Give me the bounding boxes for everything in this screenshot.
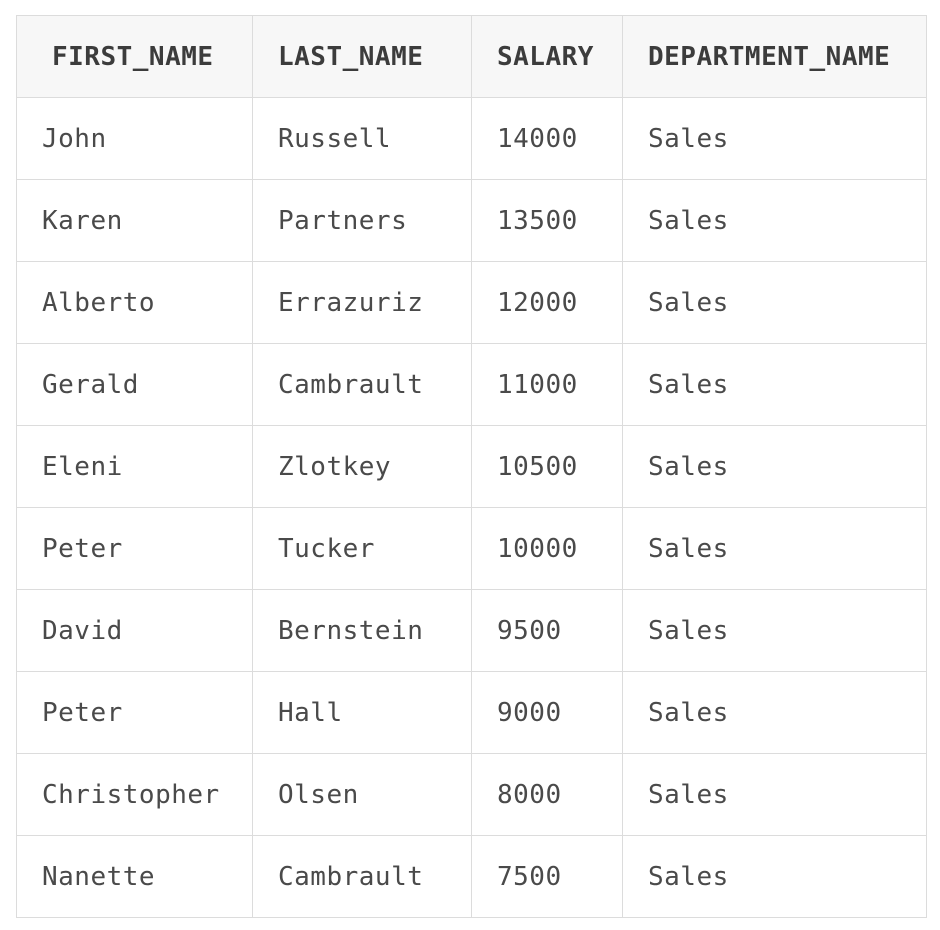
table-header: FIRST_NAME LAST_NAME SALARY DEPARTMENT_N… bbox=[16, 15, 927, 98]
cell-salary: 7500 bbox=[471, 835, 623, 918]
table-row: John Russell 14000 Sales bbox=[16, 97, 927, 180]
table-row: Karen Partners 13500 Sales bbox=[16, 179, 927, 262]
cell-first-name: Eleni bbox=[16, 425, 253, 508]
cell-last-name: Cambrault bbox=[252, 343, 472, 426]
table-row: Peter Tucker 10000 Sales bbox=[16, 507, 927, 590]
cell-first-name: Gerald bbox=[16, 343, 253, 426]
header-row: FIRST_NAME LAST_NAME SALARY DEPARTMENT_N… bbox=[16, 15, 927, 98]
cell-last-name: Cambrault bbox=[252, 835, 472, 918]
cell-department-name: Sales bbox=[622, 343, 927, 426]
cell-first-name: Peter bbox=[16, 671, 253, 754]
cell-salary: 9500 bbox=[471, 589, 623, 672]
cell-department-name: Sales bbox=[622, 425, 927, 508]
cell-department-name: Sales bbox=[622, 261, 927, 344]
cell-last-name: Partners bbox=[252, 179, 472, 262]
cell-salary: 11000 bbox=[471, 343, 623, 426]
cell-last-name: Hall bbox=[252, 671, 472, 754]
table-row: Alberto Errazuriz 12000 Sales bbox=[16, 261, 927, 344]
cell-department-name: Sales bbox=[622, 179, 927, 262]
cell-department-name: Sales bbox=[622, 589, 927, 672]
cell-last-name: Zlotkey bbox=[252, 425, 472, 508]
table-row: Christopher Olsen 8000 Sales bbox=[16, 753, 927, 836]
column-header-last-name: LAST_NAME bbox=[252, 15, 472, 98]
cell-salary: 10000 bbox=[471, 507, 623, 590]
cell-first-name: Nanette bbox=[16, 835, 253, 918]
cell-first-name: David bbox=[16, 589, 253, 672]
cell-salary: 8000 bbox=[471, 753, 623, 836]
cell-salary: 9000 bbox=[471, 671, 623, 754]
cell-first-name: Karen bbox=[16, 179, 253, 262]
column-header-salary: SALARY bbox=[471, 15, 623, 98]
column-header-first-name: FIRST_NAME bbox=[16, 15, 253, 98]
table-row: Eleni Zlotkey 10500 Sales bbox=[16, 425, 927, 508]
cell-last-name: Bernstein bbox=[252, 589, 472, 672]
column-header-department-name: DEPARTMENT_NAME bbox=[622, 15, 927, 98]
cell-salary: 12000 bbox=[471, 261, 623, 344]
cell-department-name: Sales bbox=[622, 97, 927, 180]
cell-salary: 13500 bbox=[471, 179, 623, 262]
cell-last-name: Errazuriz bbox=[252, 261, 472, 344]
table-row: Gerald Cambrault 11000 Sales bbox=[16, 343, 927, 426]
cell-last-name: Tucker bbox=[252, 507, 472, 590]
cell-last-name: Russell bbox=[252, 97, 472, 180]
cell-salary: 10500 bbox=[471, 425, 623, 508]
table-body: John Russell 14000 Sales Karen Partners … bbox=[16, 97, 927, 918]
cell-first-name: Peter bbox=[16, 507, 253, 590]
cell-first-name: Alberto bbox=[16, 261, 253, 344]
query-result-table: FIRST_NAME LAST_NAME SALARY DEPARTMENT_N… bbox=[16, 15, 927, 918]
table-row: Nanette Cambrault 7500 Sales bbox=[16, 835, 927, 918]
cell-first-name: Christopher bbox=[16, 753, 253, 836]
cell-department-name: Sales bbox=[622, 835, 927, 918]
table-row: Peter Hall 9000 Sales bbox=[16, 671, 927, 754]
cell-last-name: Olsen bbox=[252, 753, 472, 836]
cell-department-name: Sales bbox=[622, 507, 927, 590]
cell-department-name: Sales bbox=[622, 753, 927, 836]
cell-department-name: Sales bbox=[622, 671, 927, 754]
cell-first-name: John bbox=[16, 97, 253, 180]
cell-salary: 14000 bbox=[471, 97, 623, 180]
table-row: David Bernstein 9500 Sales bbox=[16, 589, 927, 672]
